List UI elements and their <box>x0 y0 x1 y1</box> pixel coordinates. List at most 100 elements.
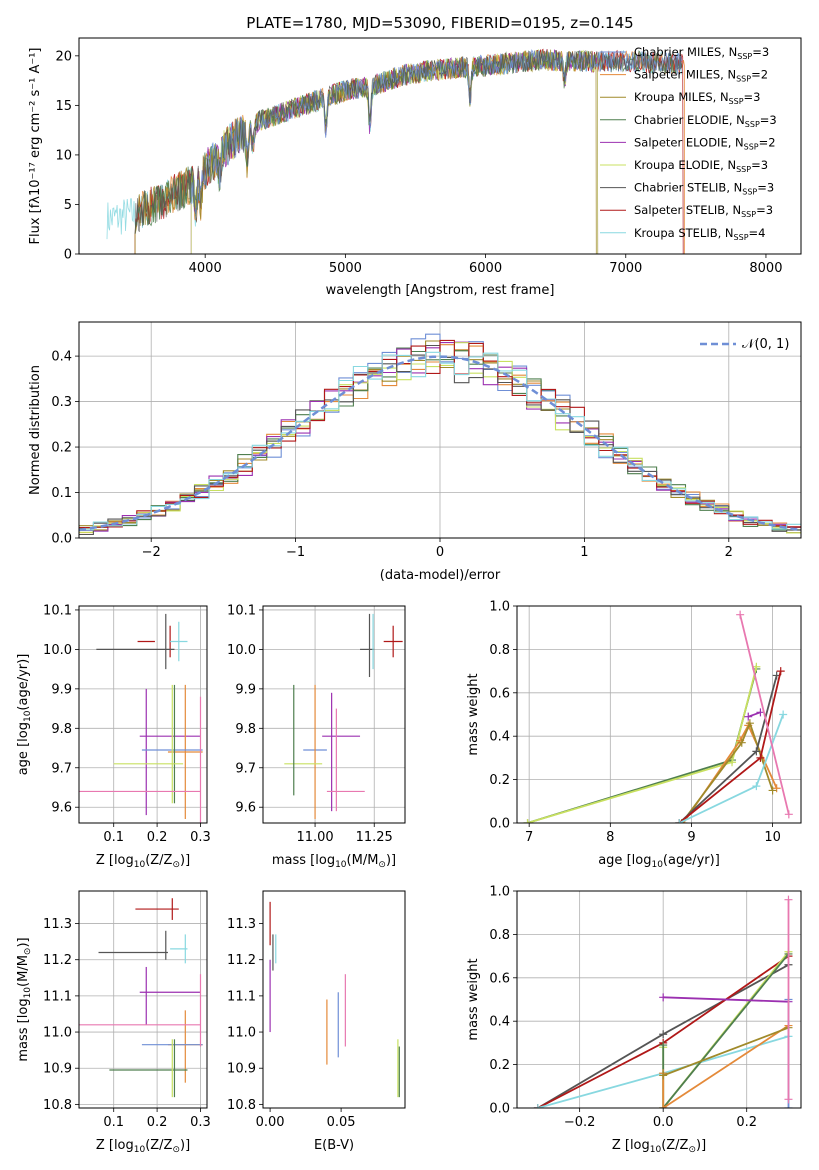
residuals-frame: −2 −1 0 1 2 0.0 0.1 0.2 0.3 0.4 𝒩(0, 1) (data-model… <box>28 321 802 583</box>
axis-label-subscript: ⊙ <box>23 948 33 956</box>
axis-label-part: E(B-V) <box>314 1138 354 1153</box>
weight-point-marker <box>779 710 788 719</box>
x-tick-label: 4000 <box>189 261 222 276</box>
legend-label: Salpeter STELIB, N <box>634 203 741 217</box>
legend-label: Chabrier ELODIE, N <box>634 113 745 127</box>
spectrum-frame: 4000 5000 6000 7000 8000 0 5 10 15 20 wavelength [… <box>28 37 802 298</box>
legend-label: Chabrier MILES, N <box>634 45 737 59</box>
legend-tail: =3 <box>751 158 768 172</box>
y-tick-label: 0.2 <box>489 773 510 788</box>
axis-label-subscript: 10 <box>23 987 33 999</box>
axis-label-part: age [log <box>598 853 651 868</box>
axis-label-part: Z [log <box>96 853 134 868</box>
spectrum-series-line <box>190 49 682 215</box>
y-tick-label: 0.0 <box>489 817 510 832</box>
legend-sub: SSP <box>729 97 744 106</box>
spectrum-content <box>106 48 685 254</box>
y-tick-label: 0.1 <box>51 486 72 501</box>
x-axis-label: Z [log10(Z/Z⊙)] <box>96 853 190 870</box>
y-tick-label: 0.8 <box>489 643 510 658</box>
y-tick-label: 0.8 <box>489 928 510 943</box>
x-axis-label: wavelength [Angstrom, rest frame] <box>326 283 555 298</box>
legend-entry: Kroupa ELODIE, NSSP=3 <box>634 158 768 174</box>
legend-tail: =3 <box>744 90 761 104</box>
legend-sub: SSP <box>736 75 751 84</box>
weight-point-marker <box>728 758 737 767</box>
axis-label-part: (age/yr)] <box>16 654 31 711</box>
weight-point-marker <box>784 895 793 904</box>
weight-point-marker <box>752 782 761 791</box>
x-tick-label: 7 <box>525 830 533 845</box>
y-tick-label: 11.2 <box>43 953 72 968</box>
y-tick-label: 0.6 <box>489 971 510 986</box>
y-tick-label: 0.6 <box>489 686 510 701</box>
weight_vs_Z-frame: −0.2 0.0 0.2 0.0 0.2 0.4 0.6 0.8 1.0 Z [log10(Z/Z… <box>466 885 802 1155</box>
y-tick-label: 11.0 <box>43 1026 72 1041</box>
y-tick-label: 10.0 <box>227 643 256 658</box>
weight-point-marker <box>659 1071 668 1080</box>
axes-frame <box>262 890 406 1109</box>
x-tick-label: 5000 <box>329 261 362 276</box>
legend-tail: =3 <box>757 181 774 195</box>
x-tick-label: 0.1 <box>103 1115 124 1130</box>
x-axis-label: Z [log10(Z/Z⊙)] <box>612 1138 706 1155</box>
weight-point-marker <box>756 753 765 762</box>
weight-point-marker <box>659 993 668 1002</box>
legend-entry: Kroupa STELIB, NSSP=4 <box>634 226 765 242</box>
axis-label-part: )] <box>386 853 396 868</box>
weight-point-marker <box>772 784 781 793</box>
y-tick-label: 11.0 <box>227 1026 256 1041</box>
legend-entry: Salpeter MILES, NSSP=2 <box>634 68 768 84</box>
x-tick-label: −2 <box>142 545 161 560</box>
y-tick-label: 1.0 <box>489 600 510 615</box>
y-tick-label: 10.8 <box>43 1098 72 1113</box>
axes-frame <box>262 605 406 824</box>
y-axis-label: Flux [fλ10⁻¹⁷ erg cm⁻² s⁻¹ A⁻¹] <box>28 48 43 245</box>
y-tick-label: 0.4 <box>489 730 510 745</box>
x-tick-label: −0.2 <box>564 1115 596 1130</box>
y-tick-label: 11.3 <box>43 917 72 932</box>
y-tick-label: 15 <box>55 99 72 114</box>
legend-sub: SSP <box>742 188 757 197</box>
y-tick-label: 9.8 <box>51 722 72 737</box>
axis-label-subscript: 10 <box>23 710 33 722</box>
y-axis-label: mass weight <box>466 673 481 755</box>
histogram-series <box>79 351 801 531</box>
x-tick-label: 0.0 <box>653 1115 674 1130</box>
axes-frame <box>516 605 802 824</box>
age_vs_mass-frame: 11.00 11.25 9.6 9.7 9.8 9.9 10.0 10.1 mass [log1… <box>227 603 406 870</box>
legend-sub: SSP <box>744 142 759 151</box>
legend-sub: SSP <box>737 52 752 61</box>
legend-label: Chabrier STELIB, N <box>634 181 742 195</box>
y-axis-label: Normed distribution <box>28 365 43 495</box>
axis-label-part: (Z/Z <box>661 1138 688 1153</box>
x-tick-label: 0.05 <box>327 1115 356 1130</box>
axis-label-part: Z [log <box>612 1138 650 1153</box>
y-tick-label: 0.0 <box>51 532 72 547</box>
weight-point-marker <box>675 819 684 823</box>
axis-label-part: (Z/Z <box>145 1138 172 1153</box>
axis-label-part: mass [log <box>272 853 335 868</box>
weight-point-marker <box>659 1030 668 1039</box>
axis-label-part: age [log <box>16 722 31 775</box>
weight-point-marker <box>659 1104 668 1108</box>
legend-tail: =3 <box>752 45 769 59</box>
x-tick-label: 6000 <box>469 261 502 276</box>
y-tick-label: 10.9 <box>43 1062 72 1077</box>
y-tick-label: 0.4 <box>51 350 72 365</box>
weight-point-marker <box>784 810 793 819</box>
y-axis-label: age [log10(age/yr)] <box>16 654 33 776</box>
legend-tail: =2 <box>759 135 776 149</box>
weight-series-line <box>662 953 790 1108</box>
y-tick-label: 10 <box>55 148 72 163</box>
legend-label: Kroupa MILES, N <box>634 90 729 104</box>
axes-frame <box>516 890 802 1109</box>
weight-point-marker <box>776 667 785 676</box>
weight_vs_Z-content <box>533 895 793 1108</box>
axis-label-part: )] <box>16 937 31 947</box>
x-tick-label: 0.1 <box>103 830 124 845</box>
legend-entry: Salpeter ELODIE, NSSP=2 <box>634 135 776 151</box>
weight-point-marker <box>523 819 532 823</box>
